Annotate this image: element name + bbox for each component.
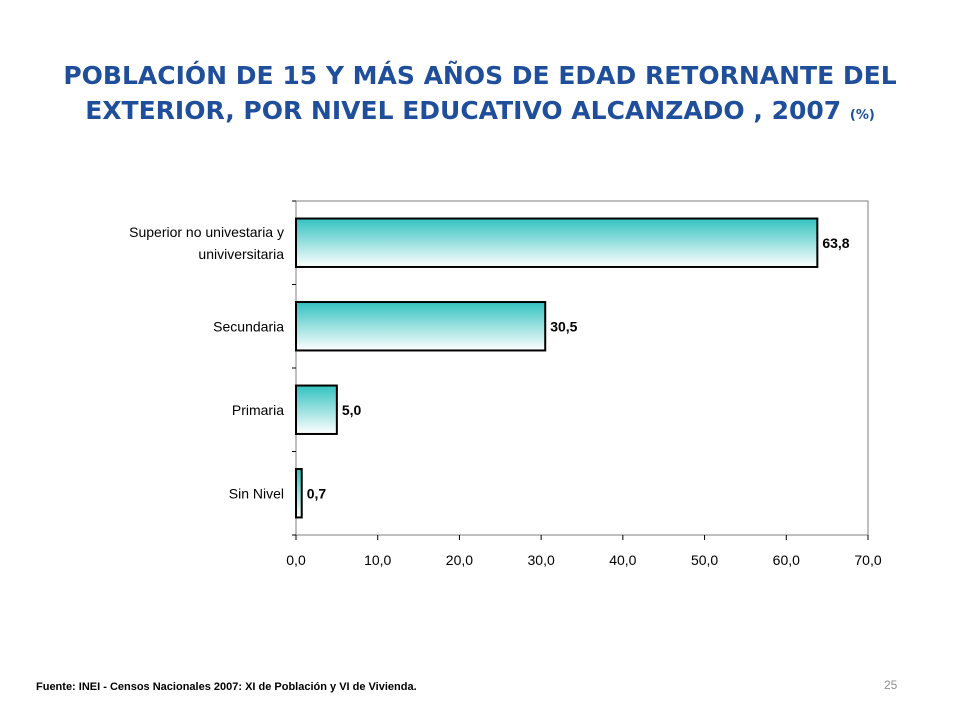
data-labels: 63,8 30,5 5,0 0,7 bbox=[307, 235, 850, 502]
y-axis-ticks bbox=[292, 200, 296, 536]
bar bbox=[295, 384, 338, 435]
bar bbox=[295, 217, 819, 268]
data-label: 0,7 bbox=[307, 485, 327, 501]
x-tick-label: 50,0 bbox=[691, 552, 718, 568]
x-axis-ticks bbox=[295, 535, 869, 540]
category-label: Secundaria bbox=[213, 318, 284, 334]
x-tick-labels: 0,0 10,0 20,0 30,0 40,0 50,0 60,0 70,0 bbox=[286, 552, 882, 568]
x-tick-label: 10,0 bbox=[364, 552, 391, 568]
page-number: 25 bbox=[884, 678, 898, 692]
chart-title-text: POBLACIÓN DE 15 Y MÁS AÑOS DE EDAD RETOR… bbox=[63, 61, 897, 125]
chart-title-unit: (%) bbox=[849, 108, 875, 123]
category-label: Primaria bbox=[232, 402, 284, 418]
chart-title: POBLACIÓN DE 15 Y MÁS AÑOS DE EDAD RETOR… bbox=[40, 58, 920, 133]
data-label: 5,0 bbox=[342, 402, 362, 418]
bar bbox=[295, 301, 547, 352]
category-label: univiversitaria bbox=[198, 246, 284, 262]
x-tick-label: 60,0 bbox=[773, 552, 800, 568]
source-note: Fuente: INEI - Censos Nacionales 2007: X… bbox=[36, 681, 417, 693]
data-label: 30,5 bbox=[550, 318, 577, 334]
bar-series bbox=[295, 217, 819, 519]
x-tick-label: 40,0 bbox=[609, 552, 636, 568]
category-labels: Superior no univestaria y univiversitaria… bbox=[129, 224, 284, 502]
category-label: Superior no univestaria y bbox=[129, 224, 284, 240]
data-label: 63,8 bbox=[822, 235, 849, 251]
x-tick-label: 20,0 bbox=[446, 552, 473, 568]
x-tick-label: 0,0 bbox=[286, 552, 306, 568]
x-tick-label: 70,0 bbox=[854, 552, 881, 568]
x-tick-label: 30,0 bbox=[528, 552, 555, 568]
category-label: Sin Nivel bbox=[229, 485, 284, 501]
bar bbox=[295, 468, 303, 519]
